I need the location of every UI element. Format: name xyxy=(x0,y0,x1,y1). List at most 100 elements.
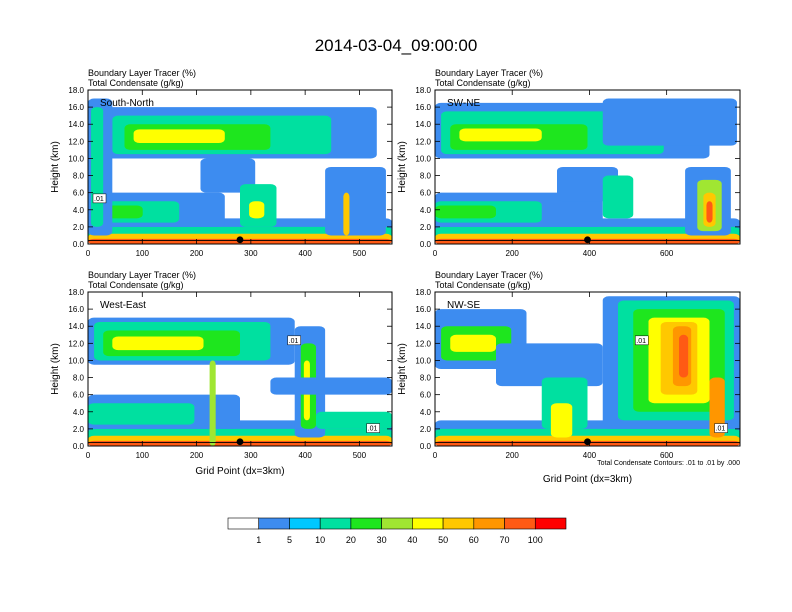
field-cell xyxy=(602,175,634,219)
field-cell xyxy=(316,411,392,429)
y-tick-label: 6.0 xyxy=(420,189,432,198)
panel-subtitle-tracer: Boundary Layer Tracer (%) xyxy=(435,270,543,280)
condensate-contours xyxy=(435,236,740,244)
x-tick-label: 200 xyxy=(506,451,520,460)
x-tick-label: 0 xyxy=(433,249,438,258)
panel-subtitle-tracer: Boundary Layer Tracer (%) xyxy=(435,68,543,78)
field-cell xyxy=(706,201,713,223)
x-tick-label: 400 xyxy=(583,451,597,460)
field-cell xyxy=(88,403,195,425)
colorbar-label: 1 xyxy=(256,535,261,545)
panel-label: South-North xyxy=(100,98,154,109)
y-tick-label: 8.0 xyxy=(420,374,432,383)
field-cell xyxy=(459,128,542,142)
panels: 0.0 2.0 4.0 6.0 8.0 10.0 12.0 14.0 16.0 18.0 0 100 2… xyxy=(50,68,741,485)
x-axis-label: Grid Point (dx=3km) xyxy=(195,466,284,477)
panel-1: 0.0 2.0 4.0 6.0 8.0 10.0 12.0 14.0 16.0 18.0 0 100 2… xyxy=(50,68,393,258)
panel-subtitle-condensate: Total Condensate (g/kg) xyxy=(435,78,531,88)
tracer-field xyxy=(88,317,392,446)
colorbar-swatch xyxy=(289,517,321,530)
contour-label-box xyxy=(366,423,380,433)
y-tick-label: 8.0 xyxy=(73,172,85,181)
contour-dot xyxy=(584,438,591,446)
y-tick-label: 16.0 xyxy=(415,103,431,112)
field-cell xyxy=(91,107,104,227)
colorbar-swatch xyxy=(412,517,444,530)
panel-3: 0.0 2.0 4.0 6.0 8.0 10.0 12.0 14.0 16.0 18.0 0 100 2… xyxy=(50,270,393,477)
y-tick-label: 4.0 xyxy=(420,408,432,417)
y-axis-label: Height (km) xyxy=(50,141,61,193)
plot-frame xyxy=(434,291,741,447)
field-cell xyxy=(325,167,386,236)
colorbar-label: 20 xyxy=(346,535,356,545)
field-cell xyxy=(200,158,256,193)
condensate-contours xyxy=(88,438,392,446)
y-tick-label: 12.0 xyxy=(415,137,431,146)
x-tick-label: 400 xyxy=(298,249,312,258)
contour-label: .01 xyxy=(716,426,726,433)
field-cell xyxy=(209,360,216,446)
x-tick-label: 0 xyxy=(433,451,438,460)
y-tick-label: 10.0 xyxy=(415,154,431,163)
contour-dot xyxy=(236,236,244,244)
colorbar-swatch xyxy=(534,517,567,530)
panel-subtitle-tracer: Boundary Layer Tracer (%) xyxy=(88,68,196,78)
y-tick-label: 0.0 xyxy=(73,240,85,249)
contour-label-box xyxy=(635,335,649,346)
y-tick-label: 2.0 xyxy=(73,425,85,434)
panel-4: 0.0 2.0 4.0 6.0 8.0 10.0 12.0 14.0 16.0 18.0 0 200 4… xyxy=(397,270,741,485)
colorbar-swatch xyxy=(504,517,536,530)
field-cell xyxy=(709,377,725,438)
colorbar-label: 60 xyxy=(469,535,479,545)
field-cell xyxy=(435,205,496,219)
plot-frame xyxy=(434,89,741,245)
y-tick-label: 0.0 xyxy=(73,442,85,451)
contour-label: .01 xyxy=(289,338,299,345)
field-cell xyxy=(450,334,496,352)
y-tick-label: 10.0 xyxy=(68,356,84,365)
x-tick-label: 200 xyxy=(506,249,520,258)
field-cell xyxy=(249,201,265,219)
contour-label-box xyxy=(287,335,301,346)
y-tick-label: 4.0 xyxy=(73,408,85,417)
y-tick-label: 6.0 xyxy=(73,189,85,198)
x-tick-label: 500 xyxy=(353,249,367,258)
x-tick-label: 300 xyxy=(244,451,258,460)
colorbar-label: 100 xyxy=(528,535,543,545)
y-tick-label: 16.0 xyxy=(68,305,84,314)
y-tick-label: 6.0 xyxy=(420,391,432,400)
field-cell xyxy=(112,336,204,351)
y-tick-label: 18.0 xyxy=(415,288,431,297)
x-tick-label: 100 xyxy=(136,249,150,258)
y-tick-label: 14.0 xyxy=(415,120,431,129)
figure-title: 2014-03-04_09:00:00 xyxy=(315,36,478,55)
x-tick-label: 600 xyxy=(660,249,674,258)
y-tick-label: 18.0 xyxy=(68,86,84,95)
panel-label: West-East xyxy=(100,300,146,311)
contour-dot xyxy=(584,236,591,244)
contour-label: .01 xyxy=(636,338,646,345)
x-tick-label: 300 xyxy=(244,249,258,258)
y-tick-label: 18.0 xyxy=(415,86,431,95)
x-tick-label: 400 xyxy=(583,249,597,258)
colorbar-label: 70 xyxy=(500,535,510,545)
contour-footnote: Total Condensate Contours: .01 to .01 by… xyxy=(597,460,740,467)
colorbar-swatch xyxy=(473,517,505,530)
y-tick-label: 4.0 xyxy=(420,206,432,215)
x-tick-label: 500 xyxy=(353,451,367,460)
field-cell xyxy=(679,334,689,378)
plot-frame xyxy=(87,291,393,447)
panel-label: NW-SE xyxy=(447,300,480,311)
panel-subtitle-condensate: Total Condensate (g/kg) xyxy=(88,280,184,290)
colorbar-label: 40 xyxy=(407,535,417,545)
y-tick-label: 4.0 xyxy=(73,206,85,215)
plot-frame xyxy=(87,89,393,245)
y-tick-label: 12.0 xyxy=(415,339,431,348)
y-tick-label: 14.0 xyxy=(415,322,431,331)
contour-dot xyxy=(236,438,244,446)
x-tick-label: 0 xyxy=(86,451,91,460)
x-tick-label: 200 xyxy=(190,249,204,258)
field-cell xyxy=(602,98,737,146)
y-tick-label: 0.0 xyxy=(420,240,432,249)
condensate-contours xyxy=(88,236,392,244)
